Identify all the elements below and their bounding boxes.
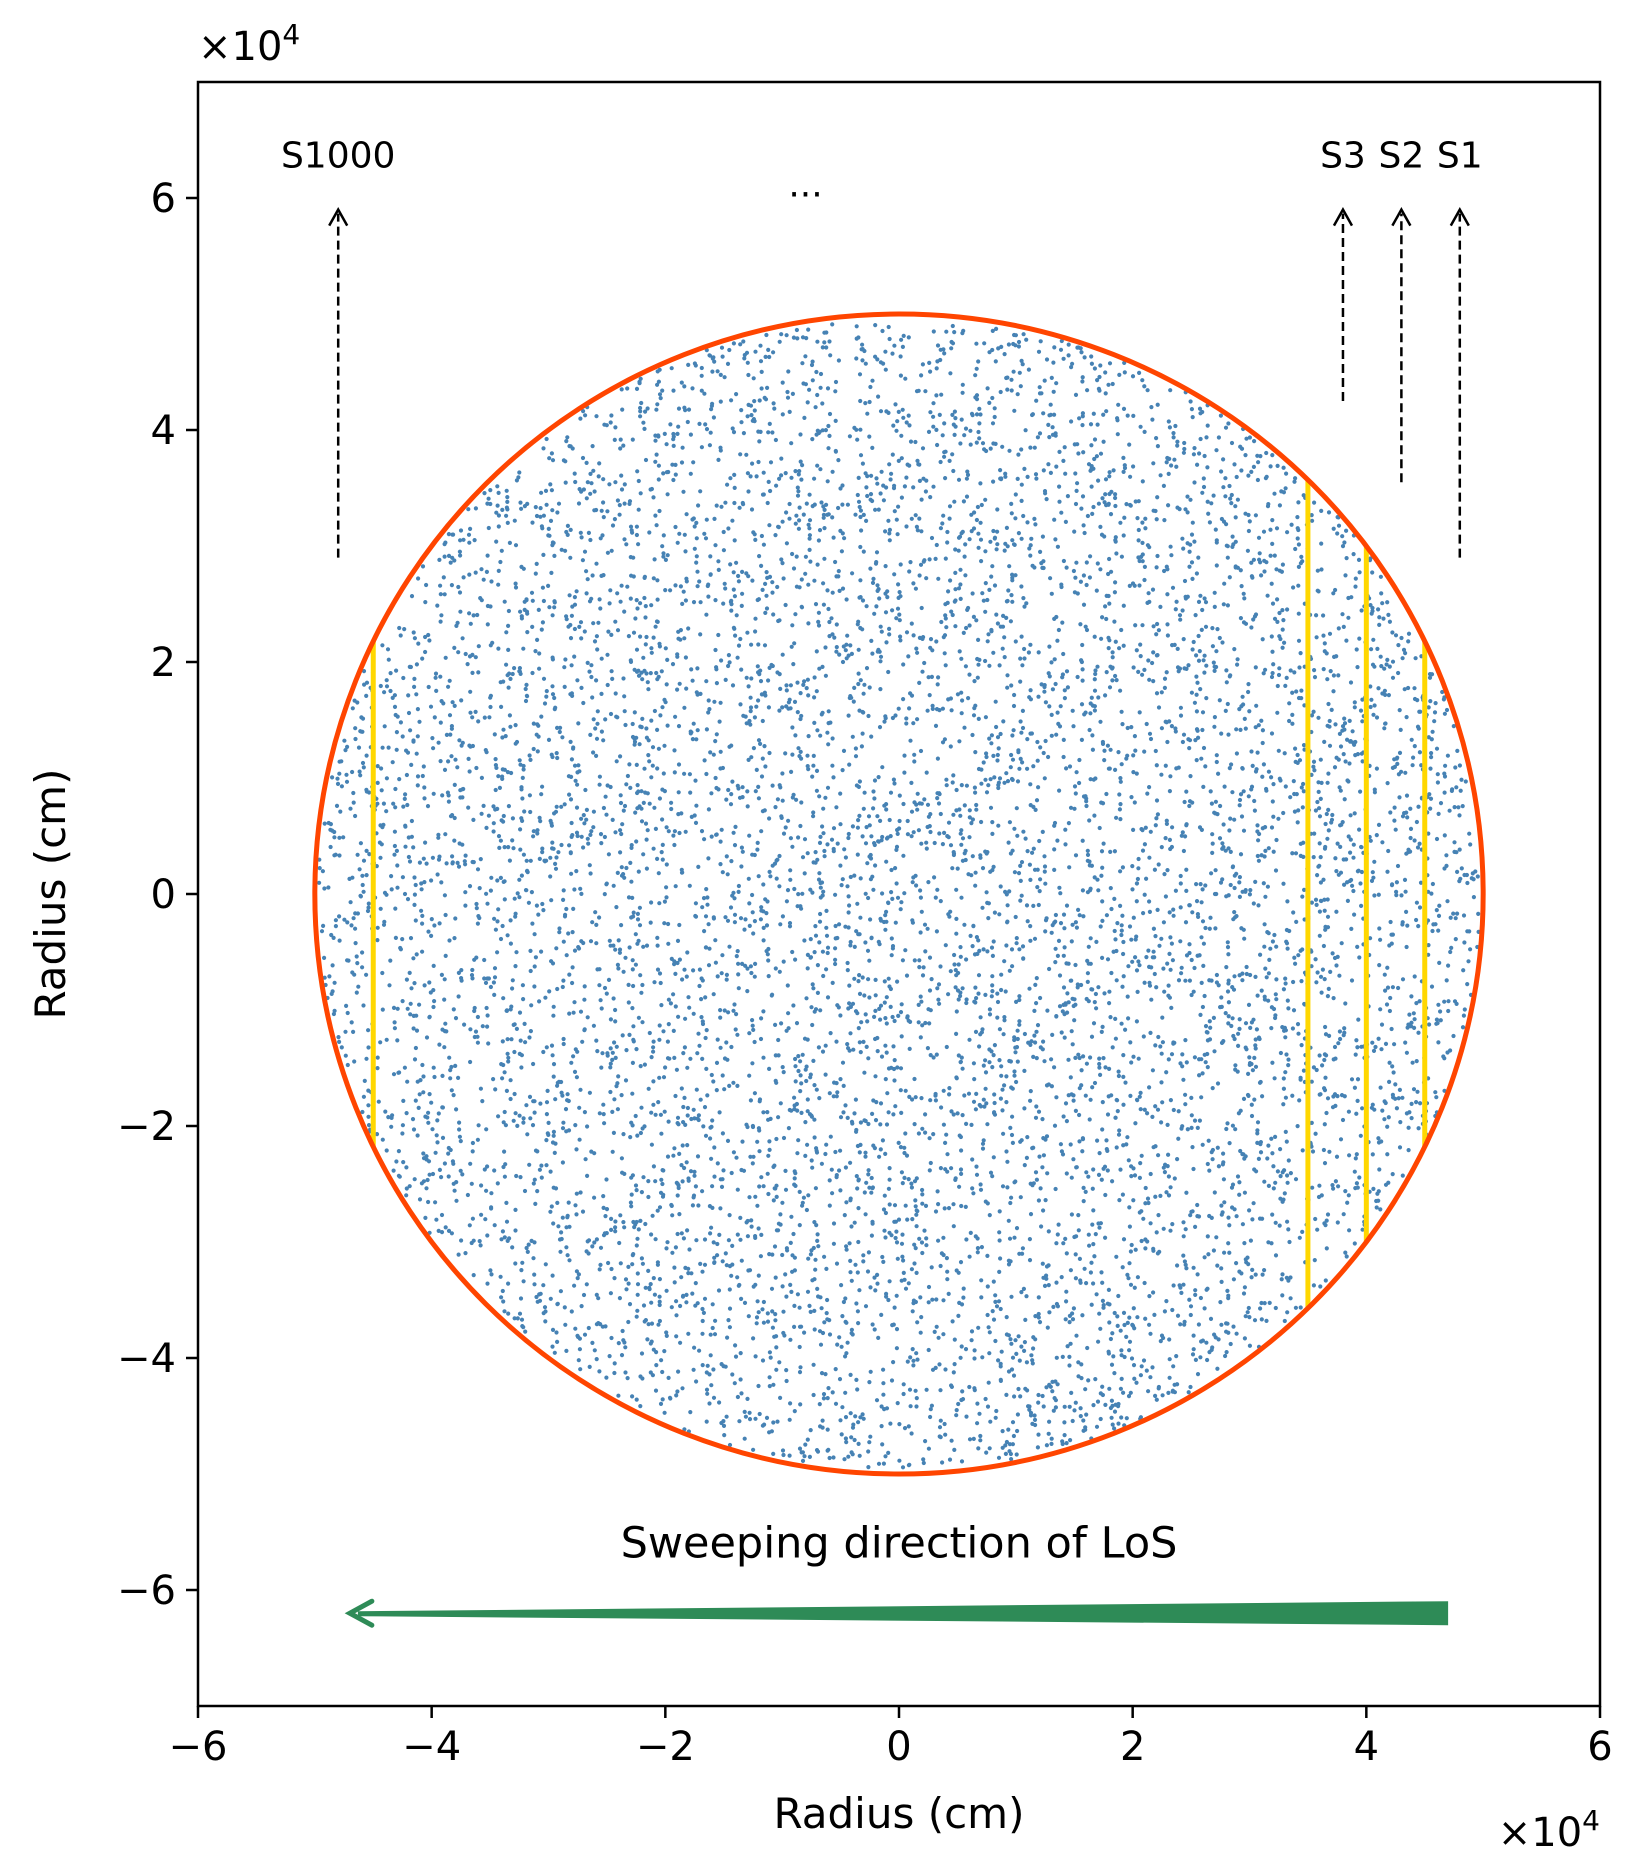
sweep-direction-label: Sweeping direction of LoS xyxy=(621,1519,1178,1569)
arrow-S1-head xyxy=(1449,207,1470,227)
y-axis-title: Radius (cm) xyxy=(26,769,75,1020)
annotation-arrows: S1000 S3 S2 S1 xyxy=(281,136,1483,1628)
arrow-label-S2: S2 xyxy=(1379,136,1425,177)
arrow-S2-head xyxy=(1391,207,1412,227)
x-tick-label: 0 xyxy=(886,1724,911,1770)
y-tick-label: 0 xyxy=(151,872,176,918)
y-axis-offset-label: ×104 xyxy=(198,18,300,70)
arrow-label-S3: S3 xyxy=(1320,136,1366,177)
y-tick-label: 2 xyxy=(151,640,176,686)
y-tick-label: −6 xyxy=(117,1568,176,1614)
sweep-arrow-head xyxy=(344,1598,375,1628)
arrow-S1000-head xyxy=(328,207,349,227)
y-tick-label: −2 xyxy=(117,1104,176,1150)
arrow-label-S1: S1 xyxy=(1437,136,1483,177)
disk-boundary xyxy=(312,311,1486,1477)
axis-ticks: −6 −4 −2 0 2 4 6 6 4 2 0 −2 −4 −6 xyxy=(117,176,1613,1770)
arrow-label-S1000: S1000 xyxy=(281,136,395,177)
arrow-S3-head xyxy=(1332,207,1354,227)
x-axis-title: Radius (cm) xyxy=(774,1789,1025,1838)
y-tick-label: −4 xyxy=(117,1336,176,1382)
x-tick-label: 2 xyxy=(1120,1724,1145,1770)
x-tick-label: −2 xyxy=(636,1724,695,1770)
x-axis-offset-label: ×104 xyxy=(1498,1804,1600,1856)
x-tick-label: −4 xyxy=(402,1724,461,1770)
x-tick-label: −6 xyxy=(169,1724,228,1770)
y-tick-label: 6 xyxy=(151,176,176,222)
ellipsis-label: ... xyxy=(788,164,822,205)
circle-outline xyxy=(312,311,1486,1477)
x-tick-label: 4 xyxy=(1354,1724,1379,1770)
x-tick-label: 6 xyxy=(1587,1724,1612,1770)
sweep-arrow-shaft xyxy=(357,1601,1449,1626)
y-tick-label: 4 xyxy=(151,408,176,454)
sightlines xyxy=(370,479,1428,1309)
